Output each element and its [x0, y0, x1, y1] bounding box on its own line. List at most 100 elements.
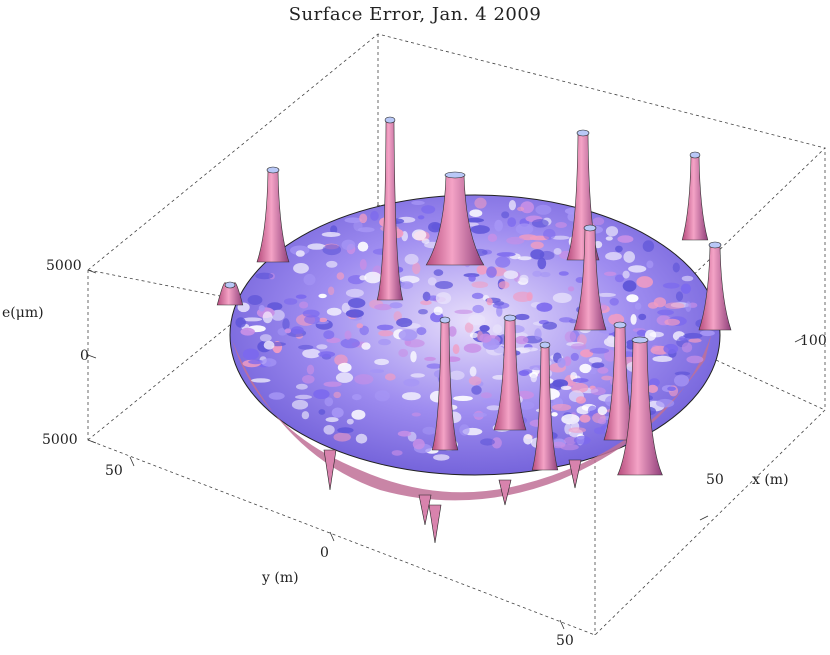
surface-bump [589, 347, 610, 354]
surface-bump [482, 398, 500, 404]
surface-bump [468, 314, 486, 326]
spike-cap [444, 171, 466, 179]
surface-bump [302, 375, 315, 384]
surface-bump [427, 277, 437, 286]
spike-cap [613, 321, 627, 329]
surface-bump [351, 409, 366, 420]
surface-bump [636, 276, 653, 288]
x-tick-100: 100 [800, 333, 827, 349]
surface-bump [277, 328, 288, 336]
surface-bump [453, 395, 473, 401]
surface-bump [295, 394, 312, 400]
surface-bump [471, 292, 484, 299]
surface-bump [321, 232, 341, 237]
surface-bump [630, 314, 637, 325]
surface-bump [295, 294, 307, 299]
surface-bump [551, 412, 558, 417]
surface-bump [449, 370, 465, 380]
surface-bump [235, 317, 246, 328]
surface-bump [421, 205, 436, 214]
surface-bump [572, 378, 589, 383]
surface-bump [398, 348, 409, 358]
surface-bump [471, 281, 489, 289]
surface-bump [617, 235, 634, 243]
surface-bump [495, 256, 511, 268]
surface-bump [491, 437, 502, 449]
surface-bump [518, 401, 535, 410]
surface-bump [402, 392, 421, 401]
surface-spike [681, 154, 709, 241]
surface-bump [405, 339, 425, 348]
surface-bump [374, 358, 389, 366]
surface-bump [503, 270, 519, 280]
surface-bump [378, 330, 394, 337]
surface-bump [474, 197, 487, 209]
spike-cap [503, 314, 517, 322]
surface-bump [652, 355, 673, 362]
surface-bump [359, 259, 367, 270]
surface-bump [345, 288, 364, 298]
surface-bump [653, 297, 667, 308]
surface-bump [520, 201, 534, 214]
surface-bump [564, 331, 577, 343]
surface-bump [667, 386, 676, 392]
surface-bump [560, 385, 572, 390]
surface-bump [283, 298, 298, 305]
surface-bump [605, 226, 619, 237]
surface-bump [570, 352, 579, 361]
surface-bump [403, 378, 420, 387]
surface-bump [543, 228, 556, 240]
surface-bump [513, 291, 533, 302]
surface-bump [470, 225, 490, 234]
surface-bump [354, 374, 374, 385]
surface-bump [591, 362, 605, 369]
surface-bump [540, 271, 551, 278]
surface-bump [364, 271, 382, 284]
surface-bump [336, 272, 345, 280]
surface-bump [293, 263, 309, 274]
surface-bump [615, 245, 623, 253]
surface-bump [301, 411, 310, 420]
spike-cap [708, 241, 722, 249]
surface-bump [494, 300, 505, 306]
surface-bump [656, 398, 675, 408]
surface-bump [622, 280, 637, 292]
surface-spike [256, 169, 290, 263]
surface-bump [262, 311, 273, 324]
surface-bump [521, 369, 533, 374]
x-tick-50: 50 [706, 472, 724, 488]
surface-bump [323, 381, 342, 387]
surface-bump [593, 241, 603, 249]
surface-bump [428, 222, 442, 233]
surface-bump [634, 302, 642, 310]
surface-bump [575, 396, 587, 404]
surface-bump [579, 414, 591, 423]
surface-bump [418, 309, 428, 315]
surface-bump [517, 206, 525, 212]
surface-bump [657, 309, 674, 316]
surface-bump [471, 385, 482, 395]
surface-bump [605, 236, 613, 241]
surface-bump [570, 343, 587, 350]
y-tick-mid: 0 [320, 545, 329, 561]
surface-bump [542, 321, 557, 330]
surface-bump [579, 363, 592, 374]
surface-bump [361, 342, 371, 350]
surface-bump [589, 369, 597, 375]
surface-bump [412, 262, 421, 275]
surface-bump [507, 217, 517, 228]
surface-bump [590, 387, 606, 396]
surface-bump [331, 407, 344, 418]
surface-bump [664, 302, 685, 310]
surface-bump [330, 225, 338, 235]
surface-bump [261, 358, 277, 367]
surface-bump [552, 379, 569, 388]
surface-bump [646, 260, 654, 269]
surface-bump [258, 305, 265, 312]
y-tick-left: 50 [105, 463, 123, 479]
surface-bump [597, 406, 608, 416]
surface-bump [369, 369, 385, 374]
surface-bump [302, 348, 321, 359]
surface-bump [318, 409, 326, 415]
